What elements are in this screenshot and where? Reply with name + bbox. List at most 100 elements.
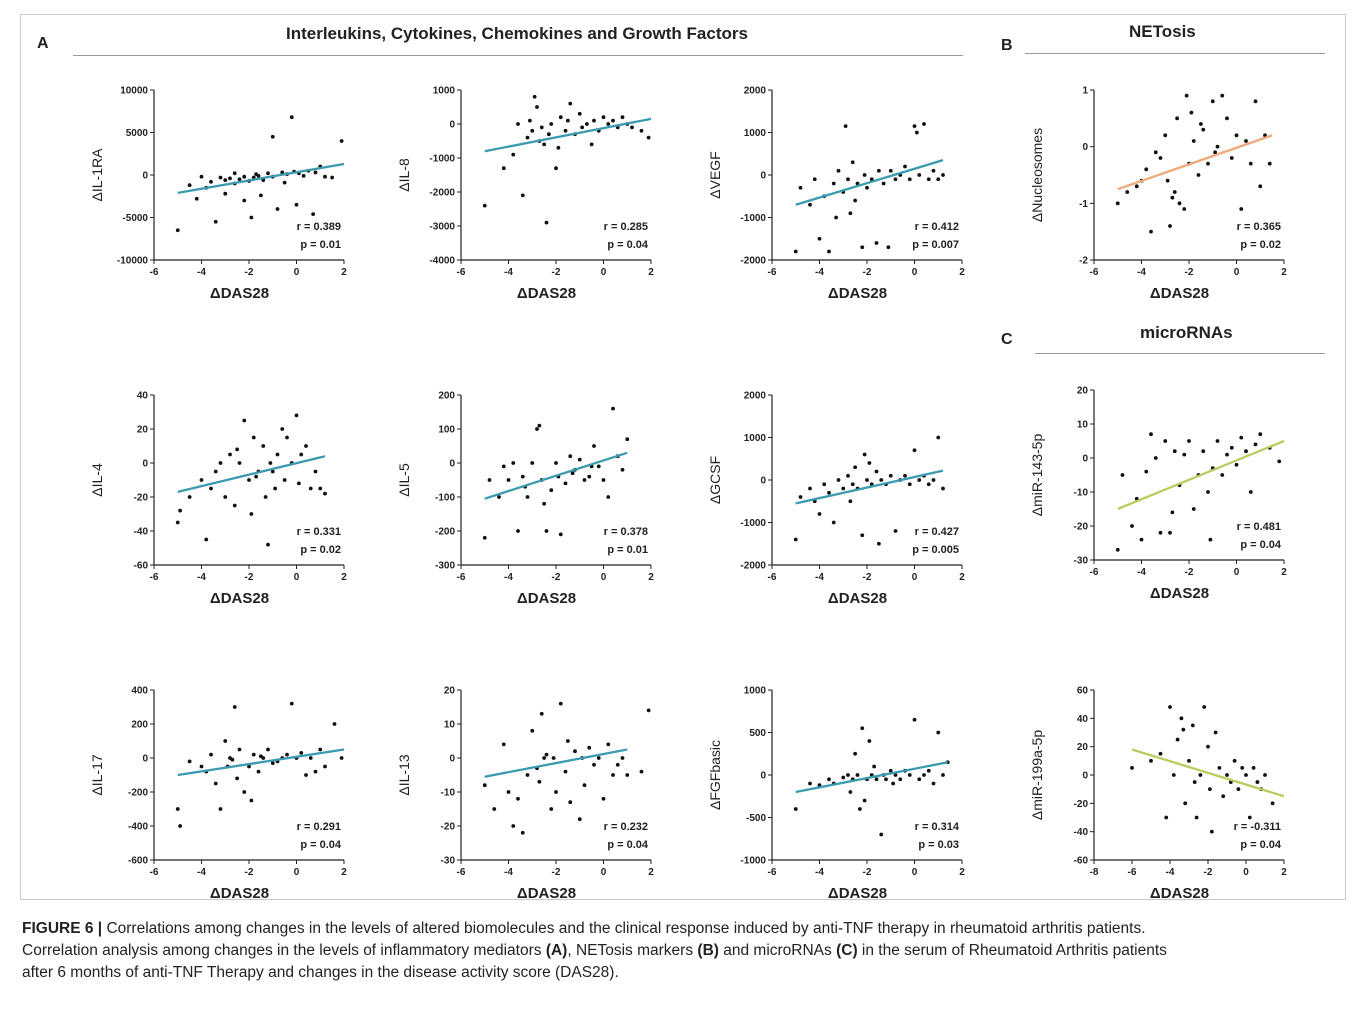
data-point: [941, 173, 945, 177]
regression-line: [484, 117, 652, 153]
x-tick-label: -8: [1090, 867, 1099, 878]
data-point: [280, 427, 285, 431]
y-axis-label: ΔmiR-143-5p: [1029, 434, 1045, 517]
data-point: [544, 752, 549, 757]
data-point: [862, 798, 867, 803]
data-point: [527, 118, 532, 123]
x-tick-label: -2: [863, 267, 872, 278]
data-point: [922, 773, 926, 777]
x-tick-label: -6: [768, 572, 777, 583]
data-point: [199, 478, 204, 482]
y-tick-label: -4000: [429, 256, 455, 267]
data-point: [1139, 537, 1144, 542]
data-point: [639, 769, 644, 774]
data-point: [1196, 173, 1201, 177]
data-point: [1208, 537, 1213, 542]
r-value: r = 0.378: [604, 526, 648, 538]
panel-label-b: B: [1001, 37, 1013, 54]
data-point: [834, 215, 839, 220]
y-tick-label: 20: [1077, 742, 1089, 753]
data-point: [535, 105, 539, 109]
data-point: [520, 474, 525, 479]
data-point: [213, 781, 218, 786]
data-point: [537, 423, 542, 428]
scatter-plot-2: -6 -4 -2 0 2 -4000 -3000 -2000 -1000 0 1000 ΔDAS28 Δ…: [396, 86, 654, 303]
data-point: [914, 130, 919, 135]
data-point: [516, 122, 520, 126]
data-point: [1244, 139, 1248, 143]
data-point: [313, 170, 318, 175]
data-point: [841, 486, 846, 491]
data-point: [549, 488, 554, 493]
data-point: [611, 118, 615, 123]
data-point: [1149, 229, 1153, 234]
data-point: [848, 211, 853, 216]
y-tick-label: 0: [449, 754, 455, 765]
data-point: [917, 478, 922, 482]
x-tick-label: 0: [294, 867, 300, 878]
data-point: [308, 486, 313, 491]
x-tick-label: -6: [150, 867, 159, 878]
data-point: [1130, 766, 1134, 770]
scatter-plot-9: -6 -4 -2 0 2 -1000 -500 0 500 1000 ΔDAS28 ΔFGFbasic…: [707, 686, 965, 903]
data-point: [1217, 766, 1222, 770]
data-point: [228, 176, 232, 181]
data-point: [793, 537, 798, 542]
y-tick-label: 100: [438, 425, 455, 436]
data-point: [1144, 167, 1149, 172]
data-point: [1187, 439, 1191, 443]
data-point: [808, 486, 812, 491]
data-point: [1134, 184, 1139, 189]
y-axis-label: ΔFGFbasic: [707, 740, 723, 810]
y-tick-label: 1000: [744, 686, 767, 697]
y-axis-label: ΔGCSF: [707, 456, 723, 504]
x-tick-label: -4: [197, 267, 206, 278]
data-point: [258, 754, 263, 759]
data-point: [1270, 801, 1275, 806]
data-point: [931, 781, 936, 786]
data-point: [1225, 773, 1229, 777]
data-point: [247, 478, 251, 482]
y-tick-label: 1000: [433, 86, 456, 97]
x-tick-label: 2: [959, 267, 965, 278]
y-tick-label: -2000: [429, 188, 455, 199]
data-point: [846, 473, 850, 478]
data-point: [862, 452, 867, 457]
data-point: [520, 193, 525, 198]
data-point: [232, 503, 237, 508]
data-point: [294, 202, 299, 207]
data-point: [301, 173, 306, 178]
data-point: [580, 125, 585, 130]
y-axis-label: ΔIL-5: [396, 463, 412, 497]
y-tick-label: -500: [746, 813, 766, 824]
scatter-plot-12: -8 -6 -4 -2 0 2-60-40-200204060ΔDAS28ΔmiR-199…: [1029, 686, 1287, 903]
p-value: p = 0.005: [912, 544, 959, 556]
data-point: [903, 473, 907, 478]
x-tick-label: -6: [457, 572, 466, 583]
data-point: [558, 701, 563, 706]
data-point: [853, 751, 858, 756]
data-point: [258, 193, 263, 198]
data-point: [1170, 195, 1175, 200]
panel-label-c: C: [1001, 331, 1013, 348]
data-point: [646, 708, 651, 713]
data-point: [1168, 705, 1172, 709]
data-point: [1168, 224, 1172, 228]
p-value: p = 0.02: [300, 544, 341, 556]
data-point: [860, 726, 865, 731]
data-point: [223, 178, 228, 182]
data-point: [546, 132, 551, 137]
y-tick-label: -1000: [740, 856, 766, 867]
data-point: [251, 435, 256, 440]
y-tick-label: 0: [449, 120, 455, 131]
data-point: [582, 478, 587, 482]
data-point: [1234, 462, 1239, 467]
data-point: [209, 752, 213, 757]
y-tick-label: -1000: [740, 518, 766, 529]
data-point: [1206, 161, 1210, 166]
y-axis-label: ΔIL-8: [396, 158, 412, 192]
data-point: [187, 495, 192, 499]
data-point: [860, 533, 865, 538]
data-point: [178, 508, 183, 513]
data-point: [558, 532, 563, 537]
